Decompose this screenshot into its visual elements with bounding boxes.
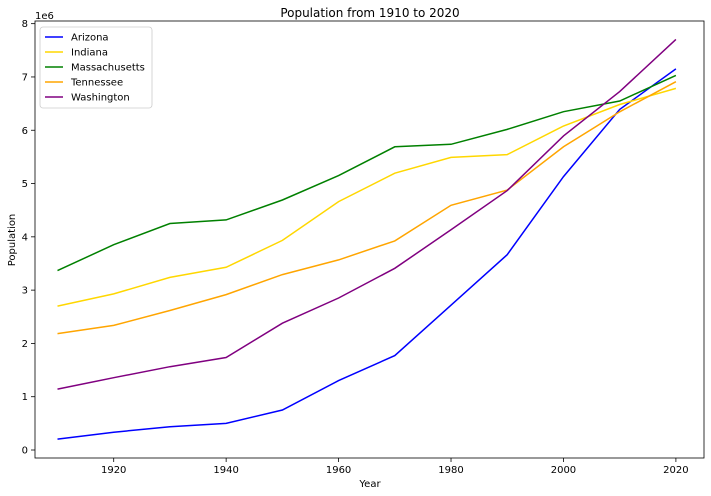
x-axis-label: Year — [358, 479, 381, 490]
x-tick-label: 2020 — [663, 465, 688, 476]
plot-frame — [34, 20, 705, 459]
y-tick-label: 7 — [22, 72, 28, 83]
y-axis-label: Population — [7, 214, 18, 267]
y-tick-label: 4 — [22, 232, 28, 243]
y-tick-label: 2 — [22, 339, 28, 350]
y-offset-label: 1e6 — [35, 11, 54, 22]
y-tick-label: 5 — [22, 179, 28, 190]
series-line-2 — [57, 74, 677, 272]
y-tick-label: 8 — [22, 19, 28, 30]
y-tick-label: 1 — [22, 392, 28, 403]
plot-area — [57, 38, 677, 440]
series-line-4 — [57, 38, 677, 390]
series-line-3 — [57, 81, 677, 335]
legend-label-3: Tennessee — [70, 78, 123, 89]
axes-ticks: 1920 1940 1960 1980 2000 2020 0 1 2 3 4 5 6 7 8 — [22, 19, 689, 476]
chart-title: Population from 1910 to 2020 — [280, 6, 459, 20]
legend-box — [39, 26, 153, 109]
legend: Arizona Indiana Massachusetts Tennessee Wash… — [39, 26, 153, 109]
x-tick-label: 1960 — [326, 465, 351, 476]
x-tick-label: 1920 — [101, 465, 126, 476]
legend-label-0: Arizona — [71, 33, 109, 44]
x-tick-label: 1940 — [213, 465, 238, 476]
x-tick-label: 1980 — [438, 465, 463, 476]
legend-label-4: Washington — [71, 93, 130, 104]
y-tick-label: 0 — [22, 446, 28, 457]
legend-label-2: Massachusetts — [71, 63, 145, 74]
legend-label-1: Indiana — [71, 48, 108, 59]
series-line-1 — [57, 87, 677, 307]
y-tick-label: 3 — [22, 286, 28, 297]
y-tick-label: 6 — [22, 126, 28, 137]
x-tick-label: 2000 — [551, 465, 576, 476]
series-line-0 — [57, 68, 677, 440]
